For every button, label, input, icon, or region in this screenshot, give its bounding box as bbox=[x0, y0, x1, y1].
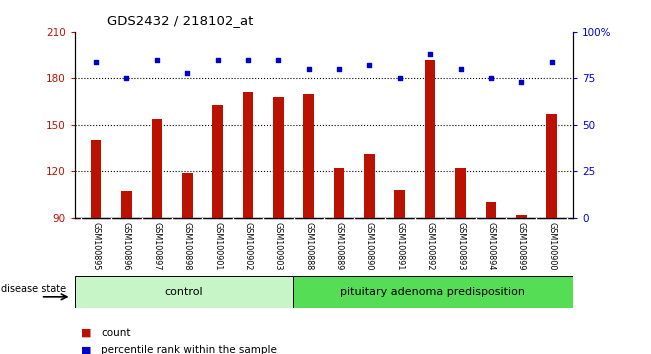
Text: control: control bbox=[165, 287, 203, 297]
Text: GSM100903: GSM100903 bbox=[274, 222, 283, 271]
Point bbox=[243, 57, 253, 63]
Bar bbox=[546, 114, 557, 218]
Point bbox=[212, 57, 223, 63]
Bar bbox=[425, 60, 436, 218]
Point bbox=[425, 51, 436, 57]
Text: GSM100899: GSM100899 bbox=[517, 222, 526, 271]
Bar bbox=[212, 105, 223, 218]
Text: GSM100888: GSM100888 bbox=[304, 222, 313, 270]
Text: GSM100889: GSM100889 bbox=[335, 222, 344, 271]
Text: disease state: disease state bbox=[1, 284, 66, 293]
Bar bbox=[75, 276, 293, 308]
Bar bbox=[395, 190, 405, 218]
Text: GSM100900: GSM100900 bbox=[547, 222, 556, 271]
Bar bbox=[90, 140, 102, 218]
Text: GSM100891: GSM100891 bbox=[395, 222, 404, 271]
Text: GSM100896: GSM100896 bbox=[122, 222, 131, 271]
Text: GSM100893: GSM100893 bbox=[456, 222, 465, 271]
Bar bbox=[303, 94, 314, 218]
Bar bbox=[243, 92, 253, 218]
Point bbox=[91, 59, 102, 64]
Text: GSM100898: GSM100898 bbox=[183, 222, 192, 271]
Point bbox=[334, 66, 344, 72]
Text: GSM100895: GSM100895 bbox=[92, 222, 101, 271]
Bar bbox=[334, 168, 344, 218]
Point bbox=[273, 57, 284, 63]
Text: GSM100890: GSM100890 bbox=[365, 222, 374, 271]
Bar bbox=[121, 192, 132, 218]
Point bbox=[152, 57, 162, 63]
Bar bbox=[152, 119, 162, 218]
Bar bbox=[455, 168, 466, 218]
Bar bbox=[516, 215, 527, 218]
Bar bbox=[182, 173, 193, 218]
Point bbox=[364, 62, 374, 68]
Text: GSM100901: GSM100901 bbox=[213, 222, 222, 271]
Point bbox=[121, 75, 132, 81]
Point bbox=[516, 79, 527, 85]
Point bbox=[182, 70, 193, 76]
Point bbox=[546, 59, 557, 64]
Text: GDS2432 / 218102_at: GDS2432 / 218102_at bbox=[107, 14, 254, 27]
Text: percentile rank within the sample: percentile rank within the sample bbox=[101, 346, 277, 354]
Bar bbox=[273, 97, 284, 218]
Bar bbox=[486, 202, 496, 218]
Text: count: count bbox=[101, 328, 130, 338]
Text: GSM100902: GSM100902 bbox=[243, 222, 253, 271]
Bar bbox=[364, 154, 375, 218]
Point bbox=[455, 66, 465, 72]
Text: pituitary adenoma predisposition: pituitary adenoma predisposition bbox=[340, 287, 525, 297]
Text: GSM100897: GSM100897 bbox=[152, 222, 161, 271]
Text: GSM100892: GSM100892 bbox=[426, 222, 435, 271]
Text: GSM100894: GSM100894 bbox=[486, 222, 495, 271]
Text: ■: ■ bbox=[81, 346, 92, 354]
Point bbox=[395, 75, 405, 81]
Point bbox=[486, 75, 496, 81]
Text: ■: ■ bbox=[81, 328, 92, 338]
Bar bbox=[293, 276, 573, 308]
Point bbox=[303, 66, 314, 72]
